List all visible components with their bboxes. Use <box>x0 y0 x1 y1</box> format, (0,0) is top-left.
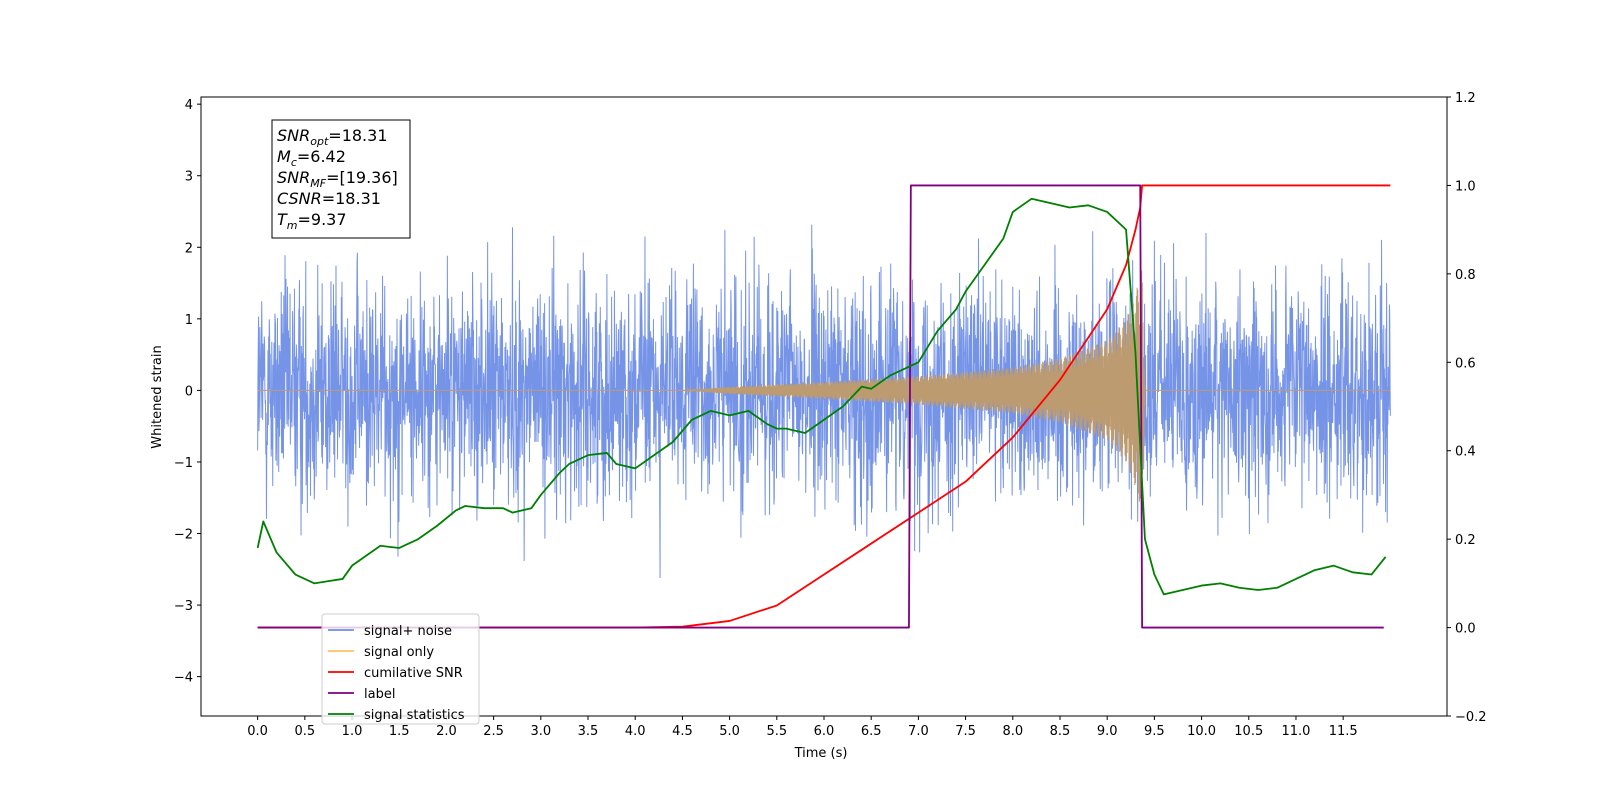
info-line-subscript: opt <box>310 135 329 148</box>
cumulative-snr-line <box>257 184 1391 629</box>
info-line-value: =6.42 <box>297 147 346 166</box>
info-line-base: T <box>277 210 288 229</box>
x-tick-label: 11.5 <box>1329 724 1358 739</box>
x-tick-label: 9.0 <box>1097 724 1118 739</box>
y-right-axis-ticks: 1.2 1.0 0.8 0.6 0.4 0.2 0.0 −0.2 <box>1447 91 1487 725</box>
y-left-tick-label: 2 <box>185 241 193 256</box>
signal-trace <box>257 270 1391 502</box>
x-tick-label: 2.5 <box>483 724 504 739</box>
right-axis-series <box>256 184 1391 629</box>
legend-label: signal only <box>364 645 434 660</box>
label-line <box>257 184 1384 629</box>
x-tick-label: 1.5 <box>389 724 410 739</box>
x-tick-label: 0.0 <box>247 724 268 739</box>
info-line: Mc=6.42 <box>277 147 346 169</box>
x-tick-label: 3.5 <box>578 724 599 739</box>
x-tick-label: 4.5 <box>672 724 693 739</box>
x-axis-title: Time (s) <box>794 746 848 761</box>
y-left-tick-label: 1 <box>185 313 193 328</box>
legend-label: signal statistics <box>364 708 465 723</box>
plot-area <box>256 184 1391 629</box>
y-right-tick-label: 0.4 <box>1455 445 1476 460</box>
info-line-value: =18.31 <box>328 126 387 145</box>
info-line-subscript: c <box>291 156 297 169</box>
legend-label: signal+ noise <box>364 624 452 639</box>
y-left-tick-label: 3 <box>185 170 193 185</box>
y-right-tick-label: 0.6 <box>1455 356 1476 371</box>
y-right-tick-label: 0.8 <box>1455 268 1476 283</box>
signal-statistics-line <box>256 197 1387 596</box>
x-tick-label: 11.0 <box>1281 724 1310 739</box>
y-right-tick-label: −0.2 <box>1455 710 1487 725</box>
legend-label: label <box>364 687 395 702</box>
info-lines: SNRopt=18.31Mc=6.42SNRMF=[19.36]CSNR=18.… <box>277 126 398 232</box>
x-tick-label: 2.0 <box>436 724 457 739</box>
y-left-tick-label: −1 <box>174 456 193 471</box>
info-line-value: =9.37 <box>298 210 347 229</box>
info-line-base: SNR <box>277 126 310 145</box>
x-tick-label: 10.5 <box>1234 724 1263 739</box>
info-box: SNRopt=18.31Mc=6.42SNRMF=[19.36]CSNR=18.… <box>271 119 411 239</box>
series-signal-only <box>257 270 1391 502</box>
info-line-value: =[19.36] <box>326 168 398 187</box>
info-line: SNRMF=[19.36] <box>277 168 398 190</box>
legend-frame <box>321 613 480 725</box>
info-line-subscript: m <box>287 219 298 232</box>
series-signal-noise <box>257 224 1391 578</box>
x-tick-label: 0.5 <box>294 724 315 739</box>
y-left-tick-label: −4 <box>174 671 193 686</box>
info-line-value: =18.31 <box>322 189 381 208</box>
x-tick-label: 5.5 <box>766 724 787 739</box>
y-right-tick-label: 1.2 <box>1455 91 1476 106</box>
y-left-tick-label: −2 <box>174 528 193 543</box>
info-line-subscript: MF <box>310 177 326 190</box>
x-tick-label: 6.0 <box>814 724 835 739</box>
x-tick-label: 1.0 <box>342 724 363 739</box>
y-right-tick-label: 0.2 <box>1455 533 1476 548</box>
x-tick-label: 8.5 <box>1050 724 1071 739</box>
y-left-axis-title: Whitened strain <box>150 345 165 448</box>
info-line: SNRopt=18.31 <box>277 126 388 148</box>
x-tick-label: 8.0 <box>1002 724 1023 739</box>
y-left-axis-ticks: 4 3 2 1 0 −1 −2 −3 −4 <box>174 98 201 686</box>
x-tick-label: 7.5 <box>955 724 976 739</box>
y-left-tick-label: 0 <box>185 384 193 399</box>
x-axis-ticks: 0.0 0.5 1.0 1.5 2.0 2.5 3.0 3.5 4.0 4.5 5.0 5.5 6.0 6… <box>247 716 1358 739</box>
x-tick-label: 6.5 <box>861 724 882 739</box>
x-tick-label: 10.0 <box>1187 724 1216 739</box>
y-right-tick-label: 0.0 <box>1455 622 1476 637</box>
info-line-base: M <box>277 147 291 166</box>
info-line-base: CSNR <box>277 189 322 208</box>
x-tick-label: 5.0 <box>719 724 740 739</box>
info-line-base: SNR <box>277 168 310 187</box>
x-tick-label: 7.0 <box>908 724 929 739</box>
x-tick-label: 9.5 <box>1144 724 1165 739</box>
info-box-frame <box>271 119 411 239</box>
y-left-tick-label: 4 <box>185 98 193 113</box>
legend-label: cumilative SNR <box>364 666 463 681</box>
info-line: CSNR=18.31 <box>277 189 381 208</box>
legend: signal+ noise signal only cumilative SNR la… <box>321 613 480 725</box>
x-tick-label: 4.0 <box>625 724 646 739</box>
legend-items: signal+ noise signal only cumilative SNR la… <box>328 624 465 723</box>
noise-trace <box>257 224 1391 578</box>
y-right-tick-label: 1.0 <box>1455 179 1476 194</box>
y-left-tick-label: −3 <box>174 599 193 614</box>
info-line: Tm=9.37 <box>277 210 347 232</box>
x-tick-label: 3.0 <box>530 724 551 739</box>
